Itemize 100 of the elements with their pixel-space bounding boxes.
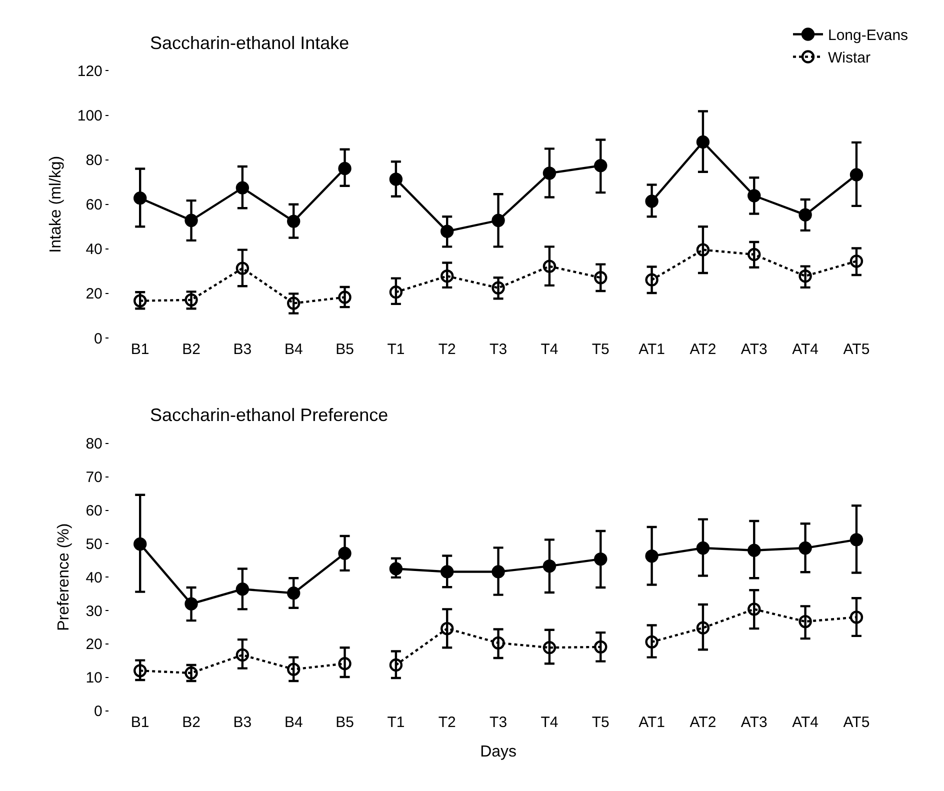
point (134, 537, 147, 551)
chart-title: Saccharin-ethanol Intake (150, 33, 350, 53)
y-tick-label: 20 (86, 636, 102, 654)
point (389, 286, 403, 299)
point (798, 270, 812, 283)
point (798, 614, 812, 628)
point (645, 273, 658, 286)
legend-label: Wistar (828, 50, 870, 67)
x-tick-label: B2 (182, 341, 200, 358)
point (184, 293, 198, 307)
point (850, 533, 864, 546)
point (798, 541, 812, 555)
x-tick-label: B4 (284, 714, 303, 731)
point (338, 290, 352, 304)
x-tick-label: B3 (233, 714, 252, 731)
y-tick-label: 60 (86, 502, 102, 520)
x-tick-label: T4 (540, 341, 558, 358)
point (338, 657, 352, 670)
x-tick-label: T2 (438, 714, 456, 731)
y-tick-label: 80 (86, 436, 102, 453)
point (696, 541, 710, 555)
y-tick-label: 80 (86, 152, 102, 170)
x-tick-label: T3 (490, 341, 508, 358)
x-tick-label: B5 (336, 714, 354, 731)
point (287, 662, 300, 676)
point (696, 621, 710, 634)
y-tick-label: 100 (77, 108, 102, 125)
x-axis-title: Days (480, 743, 517, 760)
y-tick-label: 70 (86, 469, 102, 486)
y-tick-label: 10 (86, 670, 102, 687)
x-tick-label: AT5 (843, 714, 870, 731)
y-tick-label: 20 (86, 286, 102, 303)
point (440, 622, 454, 636)
chart-title: Saccharin-ethanol Preference (150, 405, 388, 425)
x-tick-label: B1 (130, 714, 150, 731)
x-tick-label: AT4 (792, 341, 819, 358)
y-axis-title: Intake (ml/kg) (47, 156, 64, 253)
point (492, 214, 505, 228)
y-tick-label: 30 (86, 602, 102, 620)
legend-label: Long-Evans (828, 27, 908, 44)
point (696, 135, 710, 149)
point (389, 562, 403, 576)
point (338, 162, 352, 176)
point (134, 192, 147, 205)
point (184, 214, 198, 228)
x-tick-label: T1 (387, 714, 405, 731)
x-tick-label: B2 (182, 714, 200, 731)
point (748, 189, 761, 202)
point (236, 582, 250, 596)
point (492, 636, 505, 650)
point (696, 243, 710, 256)
point (748, 602, 761, 616)
point (542, 641, 556, 654)
x-tick-label: T5 (592, 341, 610, 358)
y-tick-label: 0 (94, 330, 102, 348)
point (287, 586, 300, 600)
x-tick-label: T2 (438, 341, 456, 358)
y-tick-label: 40 (86, 241, 102, 258)
point (594, 552, 608, 566)
point (850, 610, 864, 624)
point (440, 565, 454, 578)
x-tick-label: B3 (233, 341, 252, 358)
point (594, 159, 608, 172)
point (645, 635, 658, 649)
x-tick-label: T3 (490, 714, 508, 731)
x-tick-label: AT4 (792, 714, 819, 731)
x-tick-label: T4 (540, 714, 558, 731)
point (287, 296, 300, 310)
point (236, 181, 250, 194)
x-tick-label: AT3 (740, 341, 768, 358)
point (338, 546, 352, 560)
x-tick-label: T5 (592, 714, 610, 731)
x-tick-label: T1 (387, 341, 405, 358)
x-tick-label: B5 (336, 341, 354, 358)
point (134, 664, 147, 678)
point (594, 640, 608, 654)
y-tick-label: 40 (86, 569, 102, 586)
point (748, 544, 761, 557)
point (440, 224, 454, 238)
point (542, 559, 556, 573)
point (389, 172, 403, 186)
y-tick-label: 50 (86, 536, 102, 553)
point (542, 166, 556, 180)
point (184, 597, 198, 610)
point (389, 658, 403, 672)
x-tick-label: AT1 (638, 714, 666, 731)
point (287, 214, 300, 228)
point (748, 248, 761, 262)
y-tick-label: 120 (77, 62, 102, 80)
x-tick-label: AT2 (690, 341, 716, 358)
point (492, 281, 505, 294)
point (542, 260, 556, 273)
point (645, 194, 658, 208)
point (492, 565, 505, 578)
point (594, 271, 608, 284)
point (645, 549, 658, 563)
point (850, 254, 864, 268)
point (440, 270, 454, 283)
point (850, 168, 864, 182)
x-tick-label: AT1 (638, 341, 666, 358)
